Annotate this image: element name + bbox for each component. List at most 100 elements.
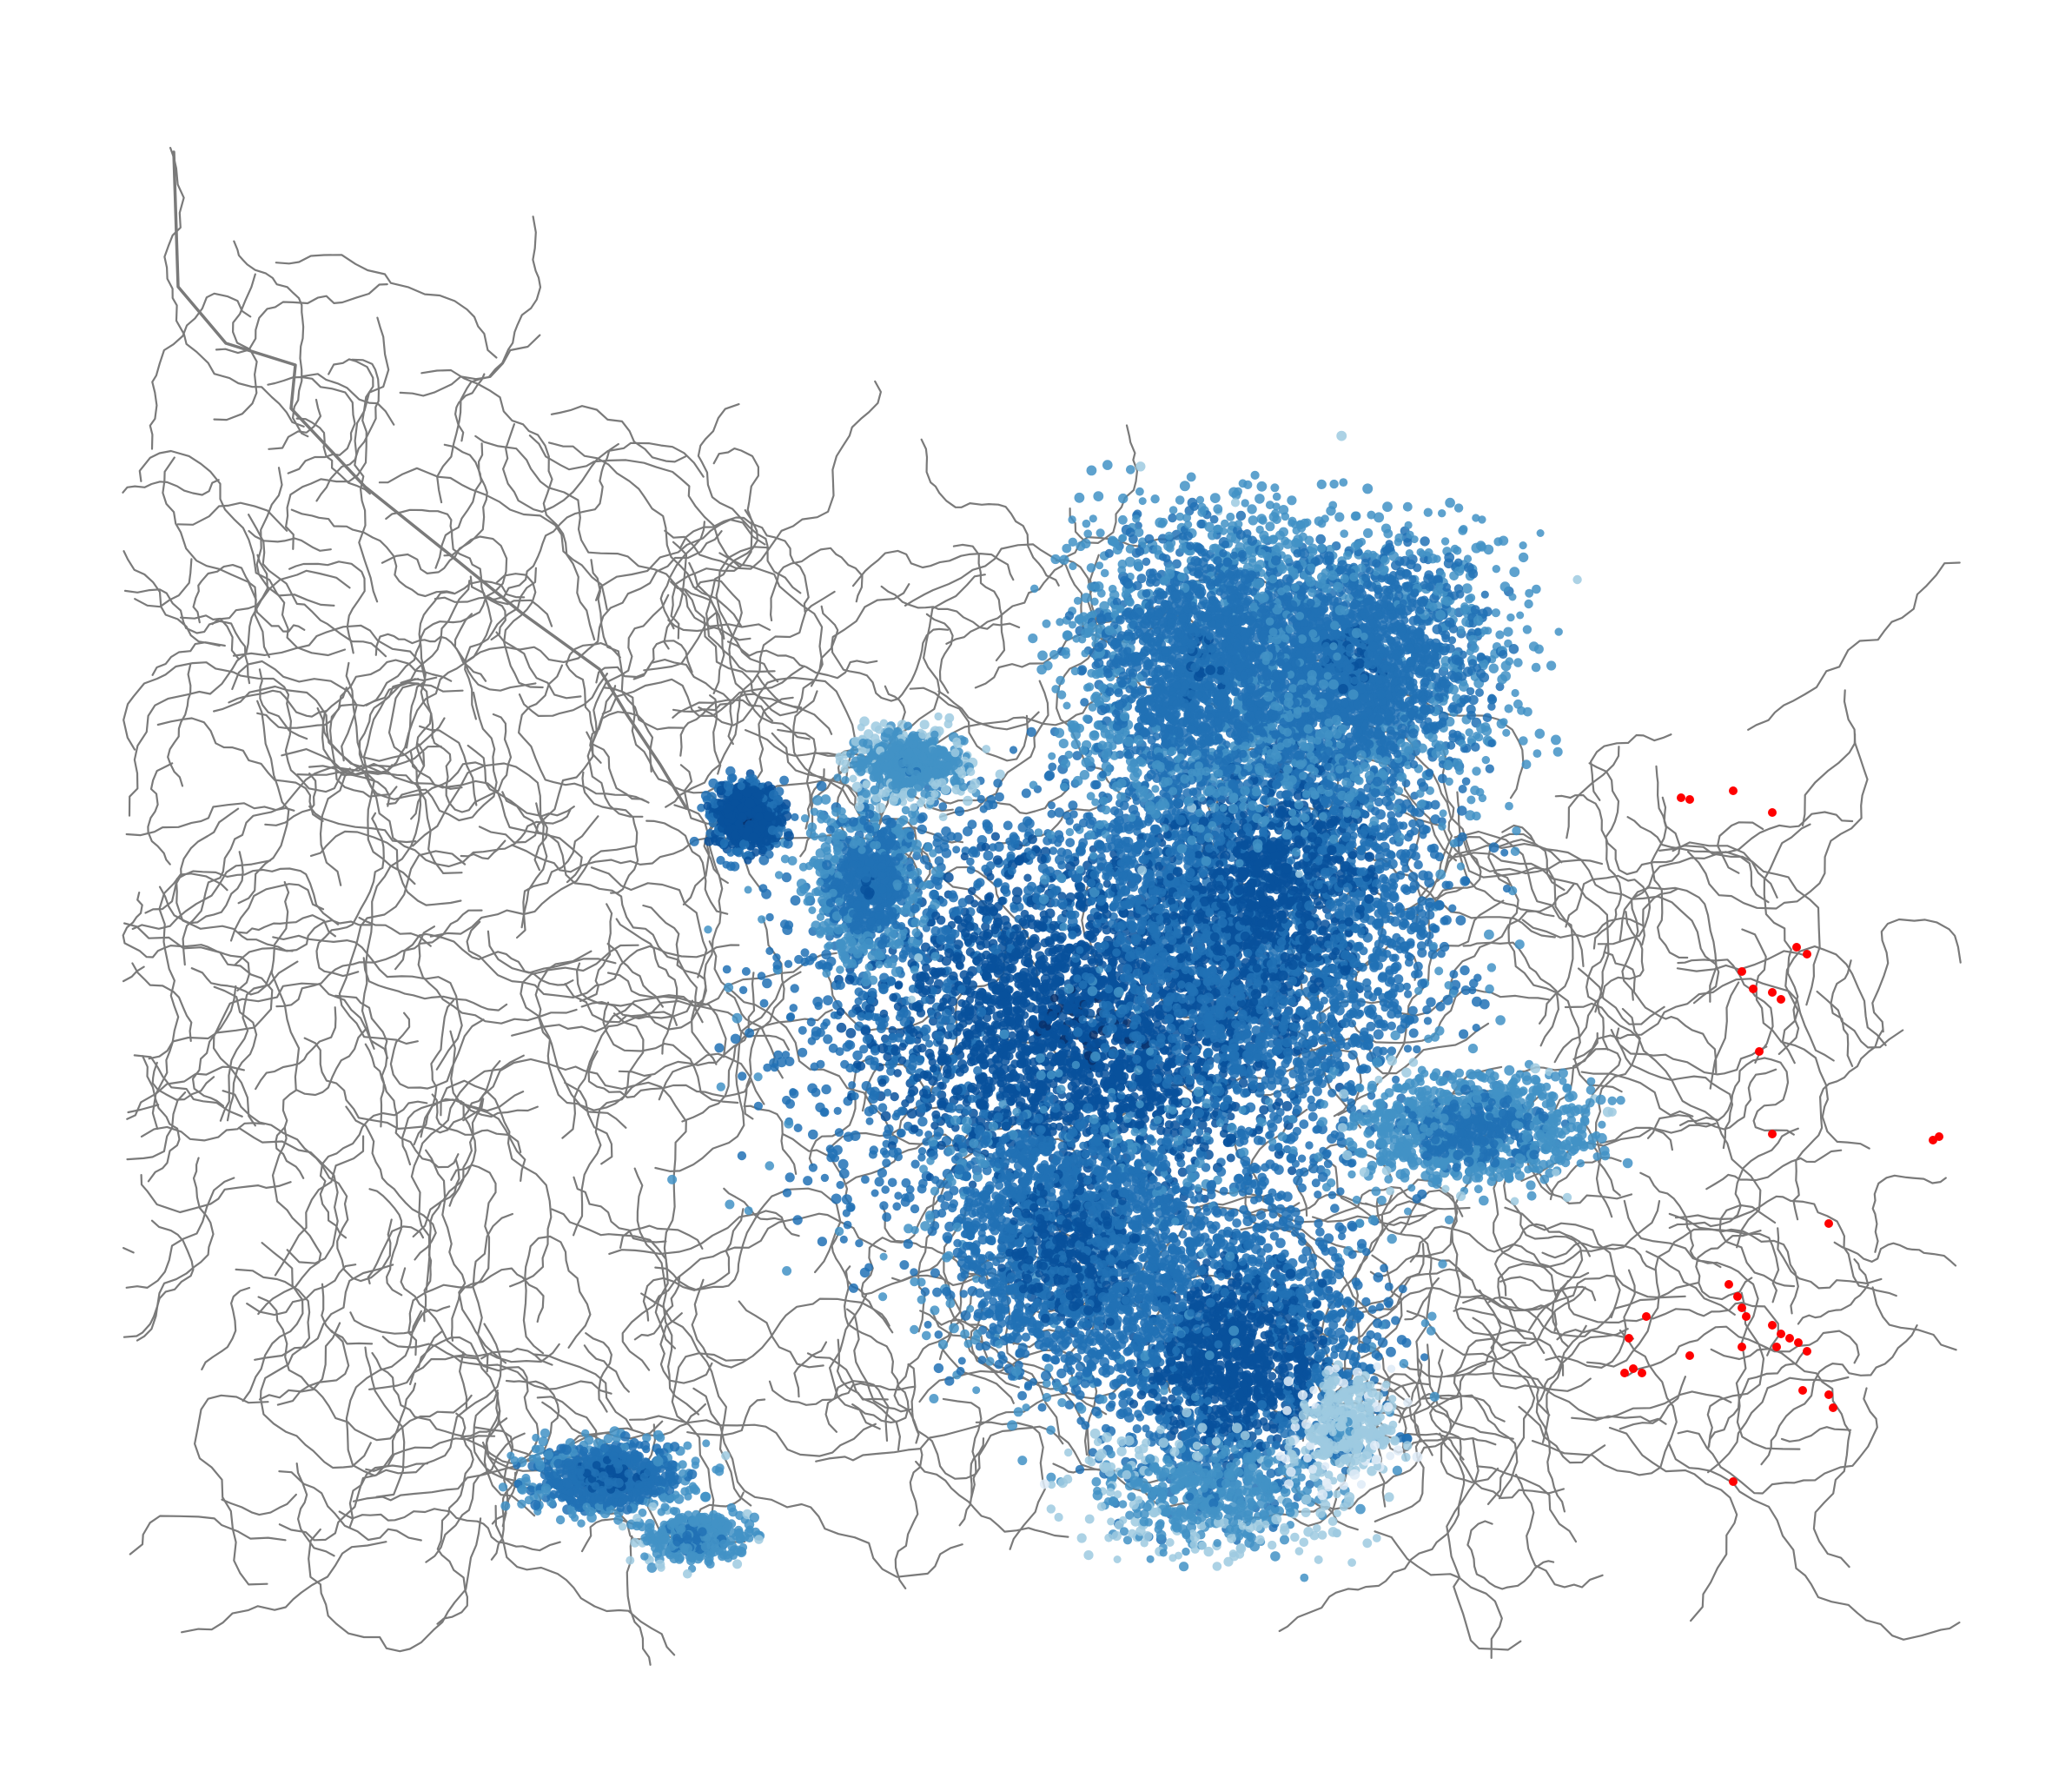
reachable-node-marker [937, 967, 946, 977]
road-segment [1409, 1225, 1590, 1279]
reachable-node-marker [877, 1021, 886, 1031]
road-segment [453, 1356, 540, 1525]
road-segment [367, 1225, 425, 1285]
reachable-node-marker [1032, 1045, 1042, 1055]
reachable-node-marker [753, 1101, 764, 1111]
road-segment [1668, 1212, 1799, 1315]
road-segment [354, 316, 390, 603]
reachable-node-marker [893, 1002, 903, 1012]
road-segment [176, 501, 288, 532]
road-segment [1553, 911, 1645, 1064]
reachable-node-marker [966, 866, 976, 874]
reachable-node-marker [883, 1051, 892, 1062]
road-segment [587, 1050, 751, 1098]
reachable-node-marker [970, 899, 979, 908]
road-segment [1571, 1415, 1667, 1425]
road-segment [1608, 1426, 1738, 1622]
reachable-node-marker [1004, 1016, 1016, 1027]
reachable-node-marker [1034, 1113, 1043, 1124]
road-segment [362, 678, 506, 868]
reachable-node-marker [811, 1087, 821, 1098]
road-segment [1528, 1279, 1570, 1331]
reachable-node-marker [915, 1004, 923, 1013]
reachable-node-marker [845, 1040, 856, 1050]
road-segment [1650, 796, 1689, 959]
road-segment [937, 690, 1103, 726]
road-segment [191, 985, 237, 1107]
road-segment [467, 530, 723, 663]
reachable-node-marker [836, 1022, 847, 1033]
reachable-node-marker [864, 1004, 875, 1014]
road-segment [595, 518, 766, 601]
reachable-node-marker [988, 905, 999, 917]
reachable-node-marker [1027, 881, 1036, 892]
reachable-node-marker [782, 1266, 792, 1276]
reachable-node-marker [923, 1320, 932, 1329]
reachable-node-marker [1020, 945, 1029, 954]
reachable-node-marker [973, 1065, 983, 1076]
reachable-node-marker [765, 912, 774, 922]
reachable-node-marker [821, 1084, 831, 1095]
reachable-node-marker [1029, 1016, 1037, 1025]
reachable-node-marker [759, 998, 769, 1008]
reachable-node-marker [880, 1111, 891, 1122]
road-segment [1641, 887, 1679, 946]
reachable-node-marker [1355, 1219, 1365, 1229]
reachable-node-marker [789, 1089, 799, 1098]
road-segment [860, 1175, 954, 1327]
road-segment [1590, 733, 1672, 801]
reachable-node-marker [1023, 958, 1033, 968]
reachable-node-marker [879, 1147, 889, 1156]
reachable-node-marker [1254, 1125, 1263, 1135]
road-segment [768, 1380, 915, 1406]
reachable-node-marker [893, 1069, 902, 1078]
road-segment [1707, 1350, 1805, 1450]
road-segment [551, 1208, 677, 1350]
reachable-node-marker [1347, 1050, 1358, 1060]
reachable-node-marker [923, 1071, 933, 1081]
road-segment [1626, 811, 1854, 853]
road-segment [541, 1401, 706, 1437]
reachable-node-marker [784, 920, 794, 930]
road-segment [405, 580, 526, 749]
reachable-node-marker [962, 1105, 972, 1116]
reachable-node-marker [1036, 854, 1047, 865]
road-segment [1677, 1387, 1878, 1495]
road-segment [1462, 941, 1559, 1047]
reachable-node-marker [738, 1071, 747, 1081]
reachable-node-marker [784, 1118, 794, 1129]
road-segment [246, 1264, 357, 1317]
road-segment [142, 1055, 181, 1183]
reachable-node-marker [1100, 1069, 1109, 1079]
reachable-node-marker [817, 1237, 828, 1247]
reachable-node-marker [985, 861, 996, 871]
reachable-node-marker [1043, 1031, 1053, 1040]
reachable-node-marker [845, 1028, 857, 1038]
reachable-node-marker [812, 996, 824, 1007]
reachable-node-marker [1244, 1126, 1254, 1136]
reachable-node-marker [954, 1045, 964, 1054]
reachable-node-marker [1411, 970, 1420, 979]
road-segment [1535, 1324, 1587, 1513]
reachable-node-marker [1171, 1088, 1181, 1098]
reachable-node-marker [1047, 809, 1056, 819]
reachable-node-marker [1070, 1045, 1080, 1054]
road-segment [281, 748, 583, 884]
reachable-node-marker [1392, 1075, 1400, 1084]
road-segment [122, 1219, 195, 1338]
reachable-node-marker [1086, 1041, 1096, 1051]
reachable-node-marker [1222, 1138, 1232, 1147]
reachable-node-marker [811, 1031, 821, 1041]
road-segment [705, 509, 776, 673]
reachable-node-marker [884, 1124, 894, 1134]
road-segment [632, 640, 693, 680]
reachable-node-marker [915, 981, 924, 991]
road-segment [1747, 561, 1961, 731]
reachable-node-marker [1093, 912, 1102, 920]
reachable-node-marker [1486, 963, 1497, 972]
road-segment [272, 934, 463, 1071]
road-segment [434, 443, 482, 569]
reachable-node-marker [975, 878, 985, 887]
reachable-node-marker [716, 1082, 725, 1091]
road-segment [413, 999, 454, 1145]
